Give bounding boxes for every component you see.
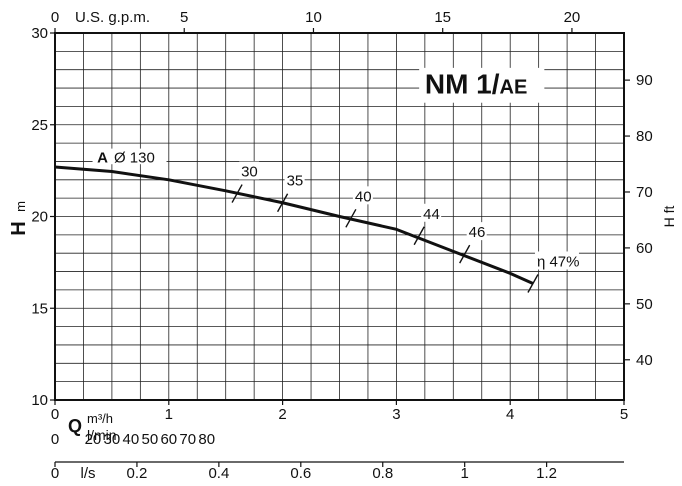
tick-label-left: 25 bbox=[31, 117, 48, 134]
tick-label-right: 60 bbox=[636, 240, 653, 257]
efficiency-label-background bbox=[352, 186, 373, 205]
efficiency-label-background bbox=[239, 161, 260, 180]
tick-label-bottom: 1 bbox=[165, 406, 173, 423]
tick-label-right: 40 bbox=[636, 352, 653, 369]
tick-label-top: 0 bbox=[51, 9, 59, 26]
tick-label-top: 10 bbox=[305, 9, 322, 26]
title-background bbox=[419, 67, 545, 103]
efficiency-tick bbox=[413, 226, 425, 246]
efficiency-label: η 47% bbox=[537, 253, 580, 270]
tick-label-top: 20 bbox=[564, 9, 581, 26]
tick-label-lmin: 30 bbox=[104, 431, 121, 448]
top-axis-unit: U.S. g.p.m. bbox=[75, 9, 150, 26]
tick-label-left: 15 bbox=[31, 300, 48, 317]
tick-label-lmin: 70 bbox=[179, 431, 196, 448]
tick-label-right: 90 bbox=[636, 72, 653, 89]
tick-label-ls: 0.6 bbox=[290, 465, 311, 482]
efficiency-label: 30 bbox=[241, 164, 258, 181]
tick-label-bottom: 5 bbox=[620, 406, 628, 423]
right-axis-title: H ft bbox=[661, 206, 677, 228]
curve-label-background bbox=[92, 148, 167, 165]
tick-label-top: 5 bbox=[180, 9, 188, 26]
efficiency-tick bbox=[276, 193, 289, 213]
tick-label-lmin: 80 bbox=[198, 431, 215, 448]
left-axis-title: H bbox=[8, 221, 30, 235]
curve-label-letter: A bbox=[97, 149, 108, 166]
efficiency-tick bbox=[527, 274, 539, 293]
efficiency-tick bbox=[459, 244, 471, 264]
tick-label-lmin: 0 bbox=[51, 431, 59, 448]
tick-label-ls: 1.2 bbox=[536, 465, 557, 482]
tick-label-lmin: 40 bbox=[123, 431, 140, 448]
tick-label-ls: 0 bbox=[51, 465, 59, 482]
flow-symbol: Q bbox=[68, 416, 82, 436]
efficiency-label-background bbox=[421, 203, 442, 222]
efficiency-label: 44 bbox=[423, 206, 440, 223]
efficiency-tick bbox=[345, 208, 357, 228]
lmin-unit: l/min bbox=[87, 427, 117, 443]
efficiency-tick bbox=[231, 184, 243, 203]
curve-label: A Ø 130 bbox=[97, 149, 155, 166]
tick-label-lmin: 50 bbox=[141, 431, 158, 448]
ls-unit: l/s bbox=[81, 465, 96, 482]
efficiency-label-background bbox=[466, 222, 487, 241]
tick-label-ls: 0.8 bbox=[372, 465, 393, 482]
efficiency-marks: 30 35 40 44 46 η 47% bbox=[231, 161, 580, 293]
tick-label-ls: 1 bbox=[461, 465, 469, 482]
m3h-unit: m³/h bbox=[87, 411, 113, 426]
tick-label-right: 80 bbox=[636, 128, 653, 145]
chart-title-main: NM 1/ bbox=[425, 69, 500, 100]
tick-marks bbox=[50, 28, 630, 467]
tick-label-top: 15 bbox=[434, 9, 451, 26]
tick-label-left: 30 bbox=[31, 25, 48, 42]
efficiency-label-background bbox=[534, 251, 579, 270]
tick-label-right: 50 bbox=[636, 296, 653, 313]
chart-title-sub: AE bbox=[500, 77, 528, 99]
tick-label-left: 20 bbox=[31, 209, 48, 226]
tick-label-bottom: 0 bbox=[51, 406, 59, 423]
curve-label-diameter: Ø 130 bbox=[114, 149, 155, 166]
tick-label-left: 10 bbox=[31, 392, 48, 409]
left-axis-unit: m bbox=[13, 201, 28, 212]
tick-label-lmin: 20 bbox=[85, 431, 102, 448]
efficiency-label: 46 bbox=[469, 224, 486, 241]
tick-label-ls: 0.4 bbox=[208, 465, 229, 482]
tick-label-bottom: 4 bbox=[506, 406, 514, 423]
tick-label-ls: 0.2 bbox=[127, 465, 148, 482]
chart-title: NM 1/AE bbox=[425, 69, 527, 100]
tick-label-bottom: 3 bbox=[392, 406, 400, 423]
tick-label-bottom: 2 bbox=[278, 406, 286, 423]
tick-label-lmin: 60 bbox=[160, 431, 177, 448]
efficiency-label: 40 bbox=[355, 188, 372, 205]
efficiency-label-background bbox=[284, 170, 305, 189]
head-flow-curve bbox=[54, 165, 534, 285]
tick-label-right: 70 bbox=[636, 184, 653, 201]
efficiency-label: 35 bbox=[287, 173, 304, 190]
